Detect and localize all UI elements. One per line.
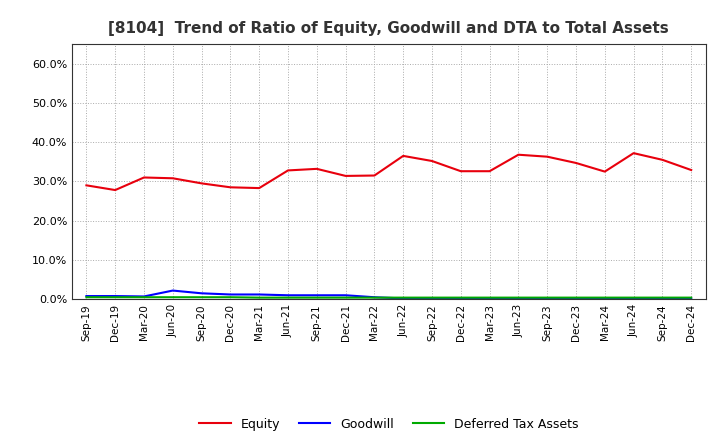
Equity — [572, 160, 580, 165]
Equity — [111, 187, 120, 193]
Equity — [428, 158, 436, 164]
Deferred Tax Assets — [658, 295, 667, 300]
Goodwill — [284, 293, 292, 298]
Deferred Tax Assets — [428, 295, 436, 300]
Deferred Tax Assets — [370, 295, 379, 300]
Deferred Tax Assets — [572, 295, 580, 300]
Deferred Tax Assets — [168, 295, 177, 300]
Equity — [312, 166, 321, 172]
Legend: Equity, Goodwill, Deferred Tax Assets: Equity, Goodwill, Deferred Tax Assets — [194, 413, 583, 436]
Goodwill — [514, 296, 523, 301]
Equity — [82, 183, 91, 188]
Equity — [629, 150, 638, 156]
Equity — [514, 152, 523, 158]
Line: Equity: Equity — [86, 153, 691, 190]
Goodwill — [197, 291, 206, 296]
Goodwill — [370, 295, 379, 300]
Deferred Tax Assets — [140, 295, 148, 300]
Goodwill — [312, 293, 321, 298]
Goodwill — [600, 296, 609, 301]
Equity — [341, 173, 350, 179]
Equity — [485, 169, 494, 174]
Equity — [399, 153, 408, 158]
Goodwill — [485, 296, 494, 301]
Equity — [543, 154, 552, 159]
Deferred Tax Assets — [82, 295, 91, 300]
Goodwill — [687, 296, 696, 301]
Deferred Tax Assets — [514, 295, 523, 300]
Deferred Tax Assets — [197, 295, 206, 300]
Goodwill — [226, 292, 235, 297]
Line: Goodwill: Goodwill — [86, 290, 691, 298]
Goodwill — [428, 296, 436, 301]
Equity — [370, 173, 379, 178]
Equity — [600, 169, 609, 174]
Deferred Tax Assets — [543, 295, 552, 300]
Deferred Tax Assets — [111, 295, 120, 300]
Goodwill — [399, 296, 408, 301]
Equity — [658, 157, 667, 162]
Deferred Tax Assets — [284, 295, 292, 300]
Goodwill — [140, 294, 148, 299]
Deferred Tax Assets — [687, 295, 696, 300]
Equity — [255, 185, 264, 191]
Deferred Tax Assets — [456, 295, 465, 300]
Deferred Tax Assets — [399, 295, 408, 300]
Goodwill — [168, 288, 177, 293]
Goodwill — [82, 293, 91, 299]
Goodwill — [629, 296, 638, 301]
Goodwill — [255, 292, 264, 297]
Deferred Tax Assets — [255, 295, 264, 300]
Goodwill — [456, 296, 465, 301]
Goodwill — [572, 296, 580, 301]
Deferred Tax Assets — [312, 295, 321, 300]
Goodwill — [658, 296, 667, 301]
Equity — [456, 169, 465, 174]
Deferred Tax Assets — [629, 295, 638, 300]
Goodwill — [543, 296, 552, 301]
Deferred Tax Assets — [226, 295, 235, 300]
Equity — [226, 185, 235, 190]
Deferred Tax Assets — [600, 295, 609, 300]
Goodwill — [341, 293, 350, 298]
Equity — [168, 176, 177, 181]
Equity — [284, 168, 292, 173]
Title: [8104]  Trend of Ratio of Equity, Goodwill and DTA to Total Assets: [8104] Trend of Ratio of Equity, Goodwil… — [109, 21, 669, 36]
Equity — [687, 167, 696, 172]
Deferred Tax Assets — [485, 295, 494, 300]
Goodwill — [111, 293, 120, 299]
Deferred Tax Assets — [341, 295, 350, 300]
Equity — [140, 175, 148, 180]
Equity — [197, 181, 206, 186]
